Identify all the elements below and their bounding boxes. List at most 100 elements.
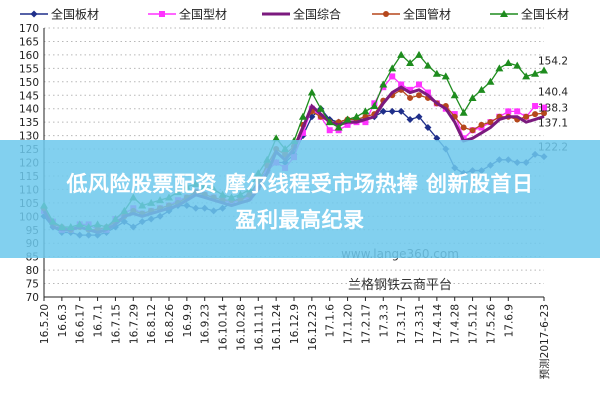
data-point: [424, 89, 431, 96]
data-point: [325, 118, 334, 126]
data-point: [416, 92, 422, 99]
x-tick-label: 17.4.28: [450, 304, 462, 344]
x-tick-label: 预测2017-6-23: [538, 304, 551, 379]
data-point: [406, 115, 414, 123]
data-point: [486, 77, 495, 85]
x-tick-label: 16.6.3: [57, 304, 69, 337]
data-point: [272, 134, 281, 142]
data-point: [505, 108, 512, 115]
x-tick-label: 16.8.12: [146, 304, 158, 344]
data-point: [531, 69, 540, 77]
x-tick-label: 17.4.14: [432, 304, 444, 344]
x-tick-label: 16.7.15: [110, 304, 122, 344]
data-point: [344, 121, 351, 128]
y-tick-label: 80: [26, 265, 39, 277]
data-point: [406, 58, 415, 66]
x-tick-label: 16.12.23: [307, 304, 319, 351]
data-point: [541, 104, 547, 111]
data-point: [388, 107, 396, 115]
data-point: [514, 108, 521, 115]
y-tick-label: 135: [19, 117, 39, 129]
headline-line-1: 低风险股票配资 摩尔线程受市场热捧 创新股首日: [66, 172, 534, 196]
data-point: [423, 61, 432, 69]
data-point: [424, 124, 432, 132]
data-point: [532, 103, 539, 110]
data-point: [407, 86, 414, 93]
data-point: [334, 123, 343, 131]
watermark-platform: 兰格钢铁云商平台: [348, 277, 452, 293]
data-point: [469, 127, 476, 134]
data-point: [389, 73, 396, 80]
data-point: [307, 88, 316, 96]
legend-label: 全国综合: [293, 7, 341, 22]
x-tick-label: 17.1.20: [343, 304, 355, 344]
data-point: [361, 107, 370, 115]
x-tick-label: 16.6.17: [75, 304, 87, 344]
data-point: [398, 81, 405, 88]
legend-label: 全国管材: [403, 7, 451, 22]
data-point: [532, 111, 539, 118]
data-point: [388, 64, 397, 72]
data-point: [468, 93, 477, 101]
data-point: [299, 129, 306, 136]
data-point: [397, 107, 405, 115]
data-point: [326, 127, 333, 134]
x-tick-label: 17.1.6: [325, 304, 337, 338]
legend-marker: [30, 10, 38, 18]
x-tick-label: 16.7.29: [128, 304, 140, 344]
data-point: [316, 104, 325, 112]
data-point: [460, 124, 467, 131]
y-tick-label: 165: [19, 36, 39, 48]
legend-marker: [383, 11, 389, 17]
headline-line-2: 盈利最高纪录: [235, 208, 365, 232]
end-value-label: 154.2: [538, 56, 568, 68]
y-tick-label: 140: [19, 104, 39, 116]
data-point: [450, 91, 459, 99]
x-tick-label: 17.3.3: [378, 304, 390, 337]
data-point: [298, 112, 307, 120]
x-tick-label: 17.5.26: [485, 304, 497, 344]
data-point: [540, 66, 548, 74]
data-point: [370, 102, 379, 110]
y-tick-label: 160: [19, 50, 39, 62]
legend-marker: [500, 10, 508, 17]
data-point: [343, 115, 352, 123]
data-point: [504, 58, 513, 66]
data-point: [379, 107, 387, 115]
data-point: [397, 50, 406, 58]
y-tick-label: 75: [26, 279, 39, 291]
data-point: [362, 119, 369, 126]
end-value-label: 140.4: [538, 87, 568, 99]
x-tick-label: 16.11.11: [253, 304, 265, 351]
data-point: [352, 112, 361, 120]
x-tick-label: 16.7.1: [93, 304, 105, 337]
data-point: [487, 119, 494, 126]
data-point: [432, 69, 441, 77]
x-tick-label: 16.8.26: [164, 304, 176, 344]
data-point: [415, 113, 423, 121]
legend-item: 全国管材: [372, 7, 451, 22]
data-point: [441, 72, 450, 80]
y-tick-label: 70: [26, 292, 39, 304]
legend-label: 全国板材: [51, 7, 99, 22]
legend-label: 全国型材: [179, 7, 227, 22]
x-tick-label: 17.3.31: [414, 304, 426, 344]
x-tick-label: 17.5.12: [468, 304, 480, 344]
x-tick-label: 16.5.20: [39, 304, 51, 344]
data-point: [541, 110, 547, 117]
y-tick-label: 150: [19, 77, 39, 89]
y-tick-label: 145: [19, 90, 39, 102]
data-point: [407, 94, 414, 101]
headline-banner[interactable]: 低风险股票配资 摩尔线程受市场热捧 创新股首日 盈利最高纪录: [0, 140, 600, 258]
legend-marker: [159, 11, 165, 17]
legend-item: 全国型材: [148, 7, 227, 22]
x-tick-label: 16.9.23: [200, 304, 212, 344]
data-point: [379, 80, 388, 88]
x-tick-label: 17.3.17: [396, 304, 408, 344]
data-point: [523, 113, 530, 120]
x-tick-label: 16.12.9: [289, 304, 301, 344]
x-tick-label: 16.10.28: [235, 304, 247, 351]
data-point: [459, 108, 468, 116]
legend-item: 全国长材: [490, 7, 569, 22]
